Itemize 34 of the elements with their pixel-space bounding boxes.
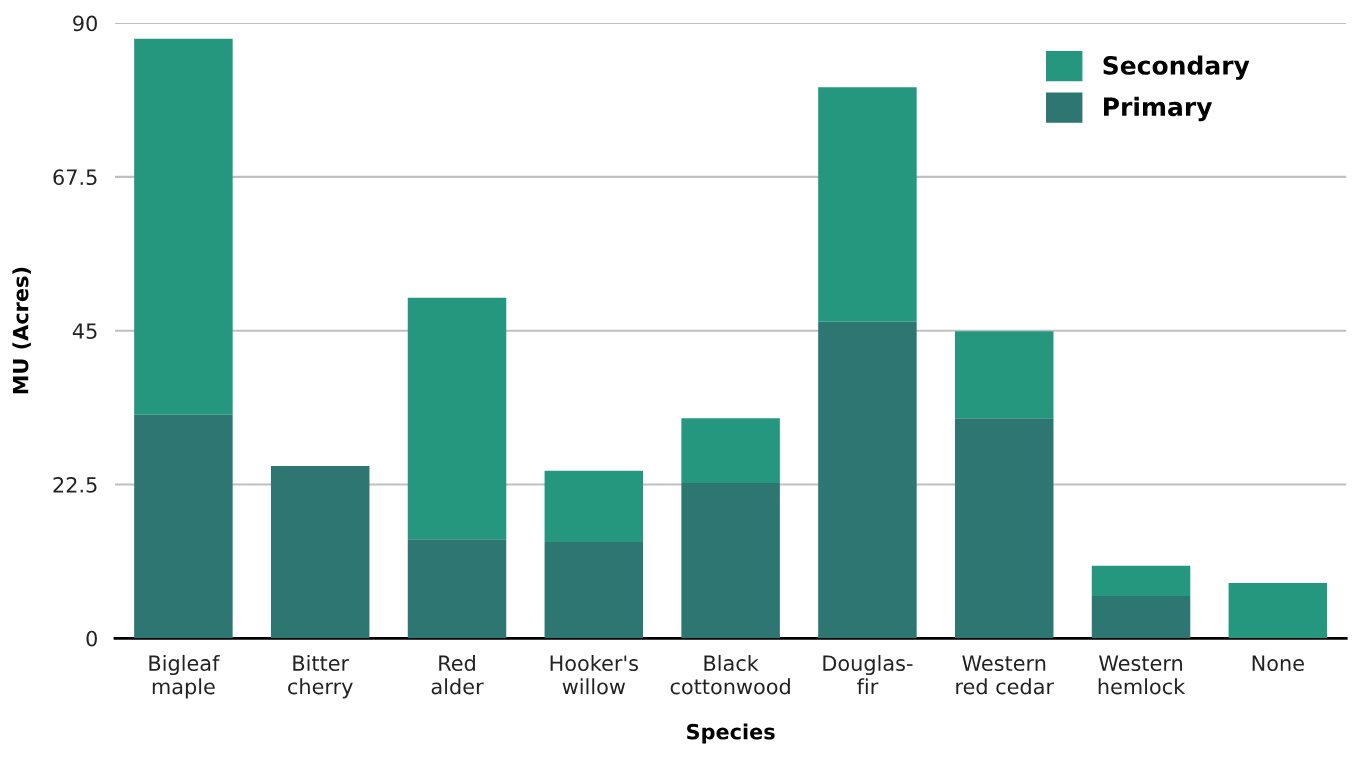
bar — [818, 87, 917, 322]
y-tick-label: 0 — [86, 630, 97, 647]
x-tick-label: Bitter cherry — [288, 654, 353, 699]
bar — [544, 470, 644, 542]
y-tick-label: 67.5 — [53, 169, 97, 186]
x-tick-label: None — [1252, 655, 1304, 672]
bar — [954, 418, 1054, 639]
bar — [818, 321, 917, 639]
x-tick-label: Black cottonwood — [670, 654, 790, 695]
legend-label: Secondary — [1103, 55, 1250, 80]
y-tick-label: 90 — [73, 15, 97, 32]
x-tick-label: Red alder — [431, 654, 484, 695]
x-axis-title: Species — [687, 723, 775, 744]
x-tick-label: Bigleaf maple — [149, 654, 220, 699]
x-tick-label: Hooker's willow — [550, 654, 639, 695]
x-tick-label: Douglas- fir — [823, 654, 913, 695]
bar — [407, 297, 507, 540]
bar — [681, 418, 780, 484]
y-axis-title: MU (Acres) — [12, 267, 31, 394]
bar — [681, 483, 780, 639]
y-tick-label: 22.5 — [53, 476, 97, 493]
bar — [270, 466, 370, 639]
y-tick-label: 45 — [72, 323, 97, 339]
bar — [134, 414, 233, 639]
legend-label: Primary — [1104, 96, 1213, 122]
bar — [407, 539, 507, 639]
bar — [954, 331, 1054, 419]
bar — [1091, 595, 1191, 639]
bar — [134, 38, 233, 415]
x-tick-label: Western hemlock — [1098, 655, 1186, 695]
x-tick-label: Western red cedar — [956, 655, 1055, 695]
bar — [1228, 582, 1328, 639]
bar — [544, 541, 644, 639]
bar — [1091, 565, 1191, 596]
